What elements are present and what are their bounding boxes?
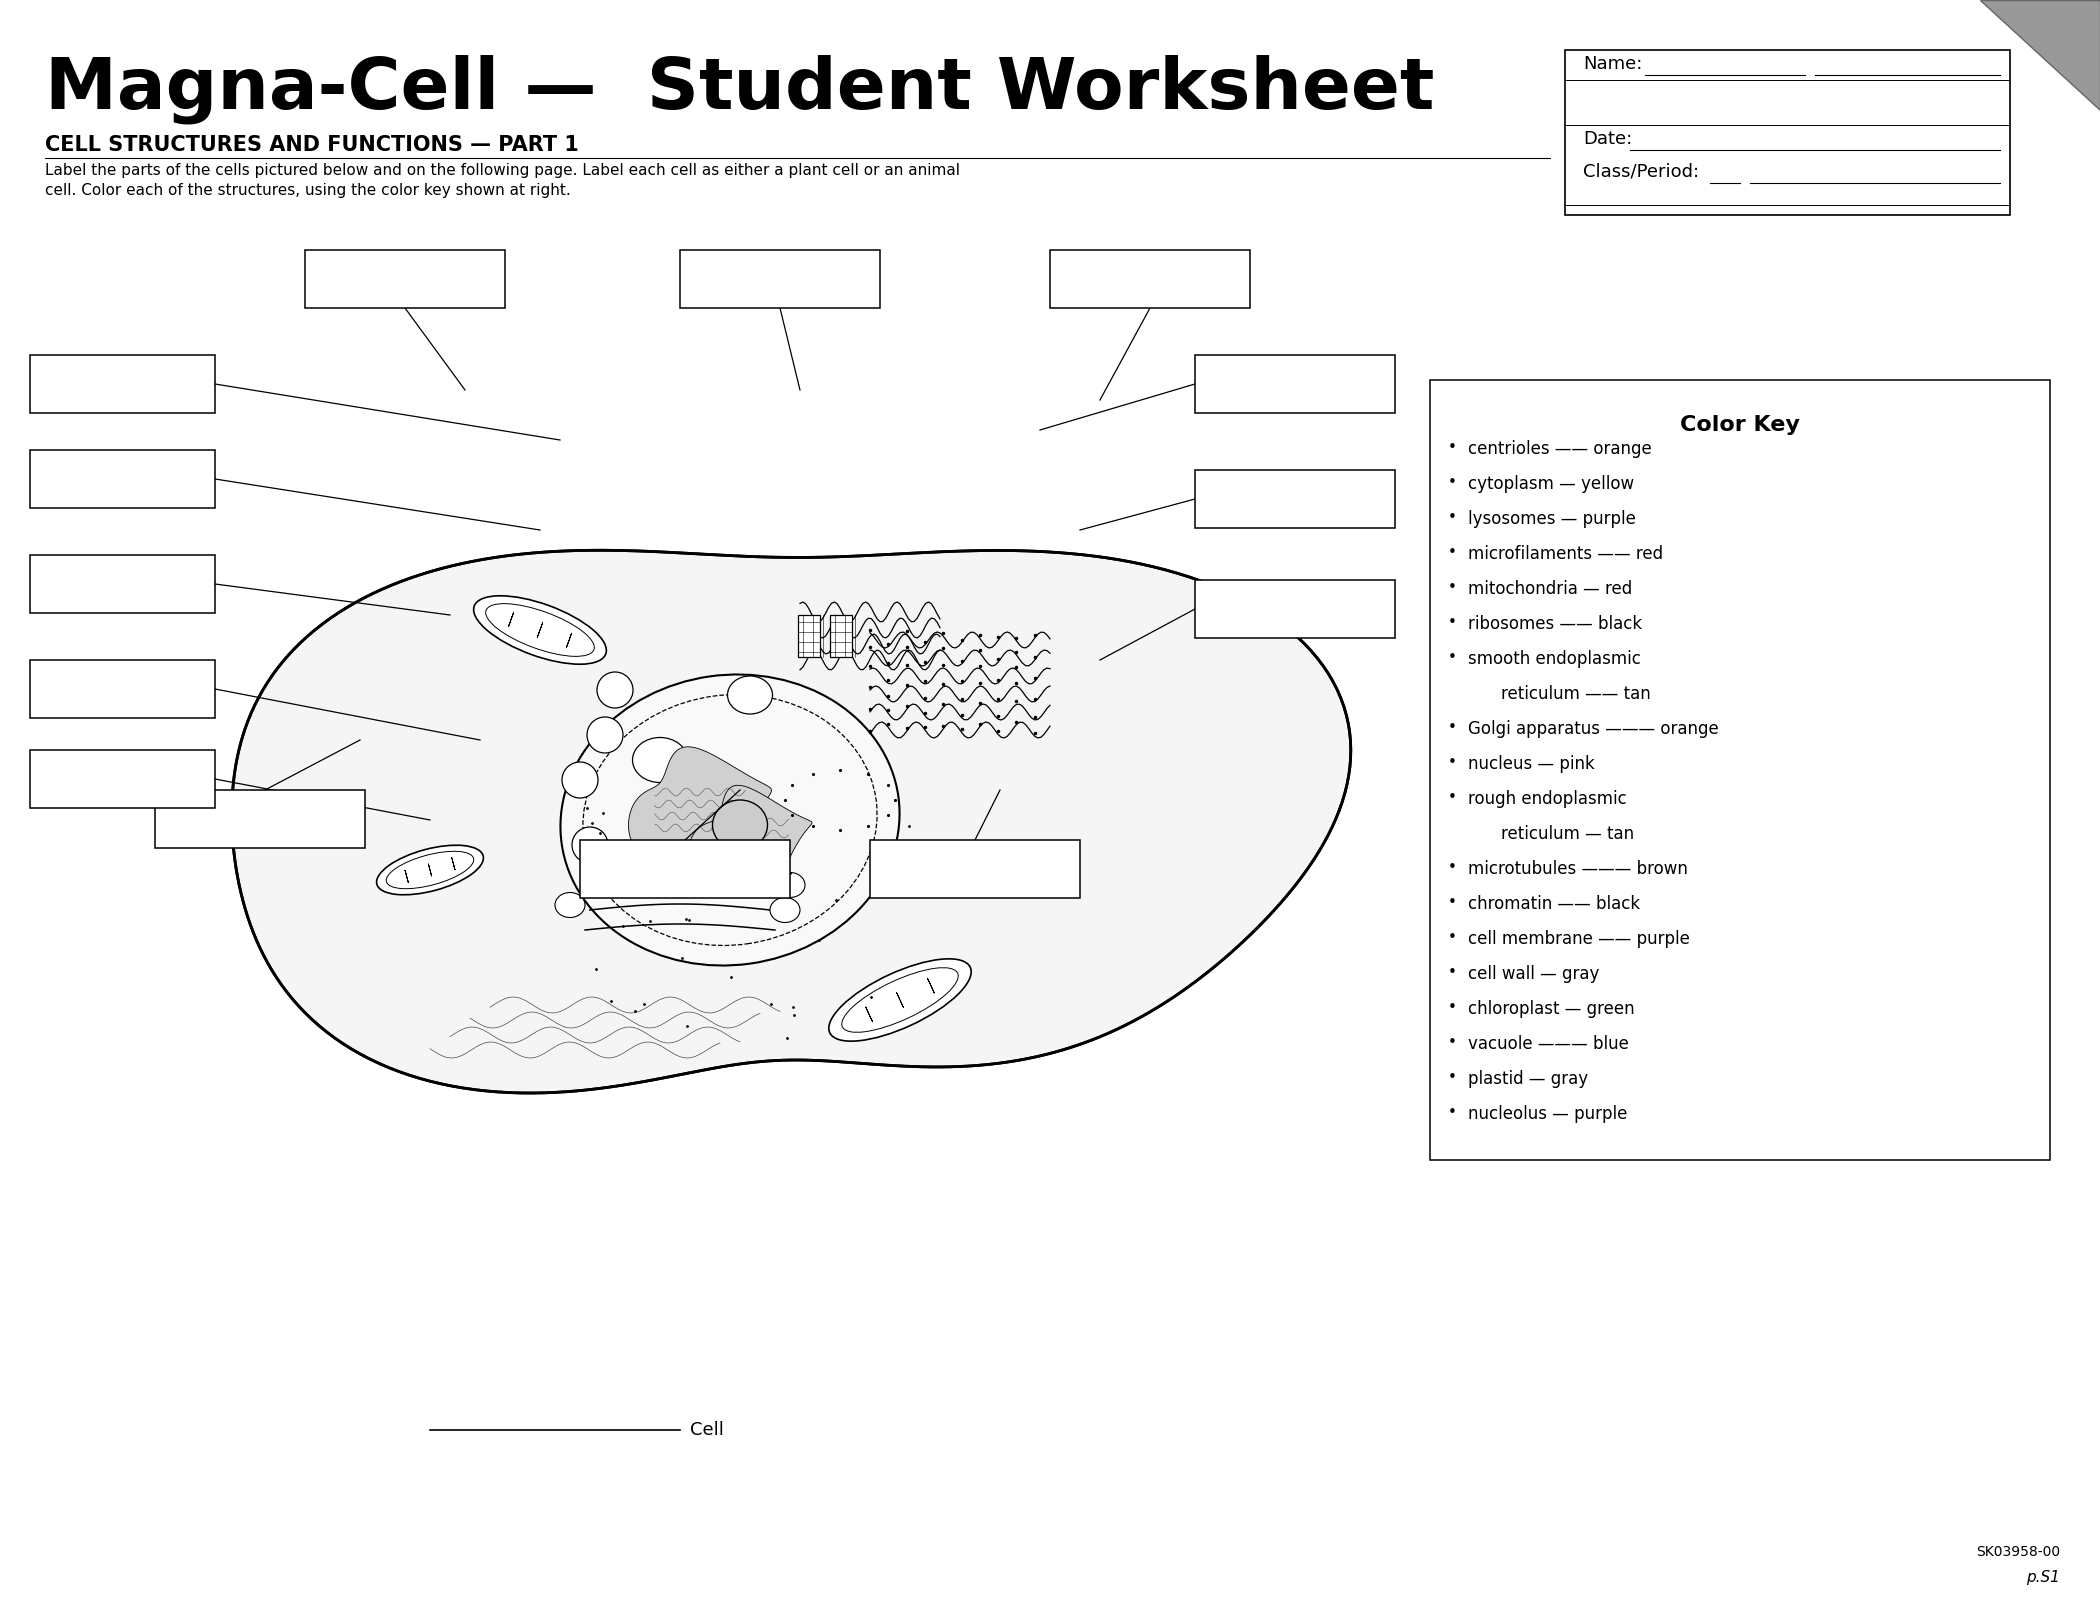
Text: Class/Period:: Class/Period: (1583, 162, 1699, 179)
FancyBboxPatch shape (580, 839, 790, 897)
Polygon shape (628, 747, 771, 862)
FancyBboxPatch shape (830, 614, 853, 657)
Ellipse shape (632, 737, 687, 783)
Text: cell wall — gray: cell wall — gray (1468, 965, 1600, 983)
Text: p.S1: p.S1 (2026, 1570, 2060, 1585)
Ellipse shape (771, 897, 800, 923)
Text: •: • (1449, 894, 1457, 910)
Text: ribosomes —— black: ribosomes —— black (1468, 614, 1642, 632)
Text: Magna-Cell —  Student Worksheet: Magna-Cell — Student Worksheet (44, 55, 1434, 125)
Text: plastid — gray: plastid — gray (1468, 1070, 1588, 1088)
Text: •: • (1449, 965, 1457, 980)
FancyBboxPatch shape (1195, 356, 1394, 412)
FancyBboxPatch shape (29, 356, 214, 412)
Text: •: • (1449, 1070, 1457, 1085)
FancyBboxPatch shape (155, 791, 365, 847)
Text: cytoplasm — yellow: cytoplasm — yellow (1468, 475, 1634, 493)
Text: nucleolus — purple: nucleolus — purple (1468, 1104, 1628, 1122)
Text: nucleus — pink: nucleus — pink (1468, 755, 1594, 773)
Text: rough endoplasmic: rough endoplasmic (1468, 791, 1628, 808)
Text: •: • (1449, 791, 1457, 805)
Polygon shape (689, 786, 813, 884)
FancyBboxPatch shape (680, 251, 880, 307)
FancyBboxPatch shape (1430, 380, 2050, 1159)
Text: chloroplast — green: chloroplast — green (1468, 999, 1634, 1019)
Ellipse shape (775, 873, 804, 897)
Ellipse shape (712, 800, 766, 851)
Ellipse shape (561, 674, 899, 965)
Text: Date:: Date: (1583, 129, 1632, 149)
FancyBboxPatch shape (798, 614, 819, 657)
Text: •: • (1449, 614, 1457, 631)
Ellipse shape (475, 595, 607, 665)
Circle shape (571, 826, 609, 863)
FancyBboxPatch shape (29, 750, 214, 808)
Text: microfilaments —— red: microfilaments —— red (1468, 545, 1663, 563)
Text: CELL STRUCTURES AND FUNCTIONS — PART 1: CELL STRUCTURES AND FUNCTIONS — PART 1 (44, 134, 580, 155)
Text: •: • (1449, 440, 1457, 454)
Text: •: • (1449, 860, 1457, 875)
Circle shape (588, 716, 624, 754)
Polygon shape (231, 550, 1350, 1093)
Text: •: • (1449, 545, 1457, 559)
Text: lysosomes — purple: lysosomes — purple (1468, 509, 1636, 529)
Text: chromatin —— black: chromatin —— black (1468, 894, 1640, 914)
Text: vacuole ——— blue: vacuole ——— blue (1468, 1035, 1630, 1053)
FancyBboxPatch shape (304, 251, 504, 307)
Text: Golgi apparatus ——— orange: Golgi apparatus ——— orange (1468, 720, 1718, 737)
Text: mitochondria — red: mitochondria — red (1468, 581, 1632, 598)
FancyBboxPatch shape (29, 555, 214, 613)
Text: •: • (1449, 720, 1457, 736)
Text: centrioles —— orange: centrioles —— orange (1468, 440, 1653, 458)
FancyBboxPatch shape (1195, 471, 1394, 529)
Text: •: • (1449, 999, 1457, 1015)
Text: Cell: Cell (691, 1421, 724, 1439)
Text: SK03958-00: SK03958-00 (1976, 1544, 2060, 1559)
FancyBboxPatch shape (1050, 251, 1250, 307)
Text: reticulum — tan: reticulum — tan (1480, 825, 1634, 842)
FancyBboxPatch shape (869, 839, 1079, 897)
Text: •: • (1449, 1035, 1457, 1049)
Text: •: • (1449, 509, 1457, 526)
Polygon shape (1980, 0, 2100, 110)
Text: •: • (1449, 581, 1457, 595)
Text: •: • (1449, 475, 1457, 490)
FancyBboxPatch shape (29, 660, 214, 718)
FancyBboxPatch shape (29, 450, 214, 508)
Text: •: • (1449, 1104, 1457, 1121)
Text: Name:: Name: (1583, 55, 1642, 73)
FancyBboxPatch shape (1564, 50, 2010, 215)
Text: cell. Color each of the structures, using the color key shown at right.: cell. Color each of the structures, usin… (44, 183, 571, 197)
Text: •: • (1449, 755, 1457, 770)
Text: •: • (1449, 650, 1457, 665)
Ellipse shape (376, 846, 483, 894)
FancyBboxPatch shape (1195, 581, 1394, 639)
Circle shape (596, 673, 632, 708)
Text: •: • (1449, 930, 1457, 944)
Ellipse shape (727, 676, 773, 715)
Text: cell membrane —— purple: cell membrane —— purple (1468, 930, 1690, 948)
Text: reticulum —— tan: reticulum —— tan (1480, 686, 1651, 703)
Ellipse shape (830, 959, 970, 1041)
Ellipse shape (554, 893, 586, 917)
Text: Color Key: Color Key (1680, 416, 1800, 435)
Text: smooth endoplasmic: smooth endoplasmic (1468, 650, 1640, 668)
Text: microtubules ——— brown: microtubules ——— brown (1468, 860, 1688, 878)
Circle shape (563, 762, 598, 799)
Text: Label the parts of the cells pictured below and on the following page. Label eac: Label the parts of the cells pictured be… (44, 163, 960, 178)
